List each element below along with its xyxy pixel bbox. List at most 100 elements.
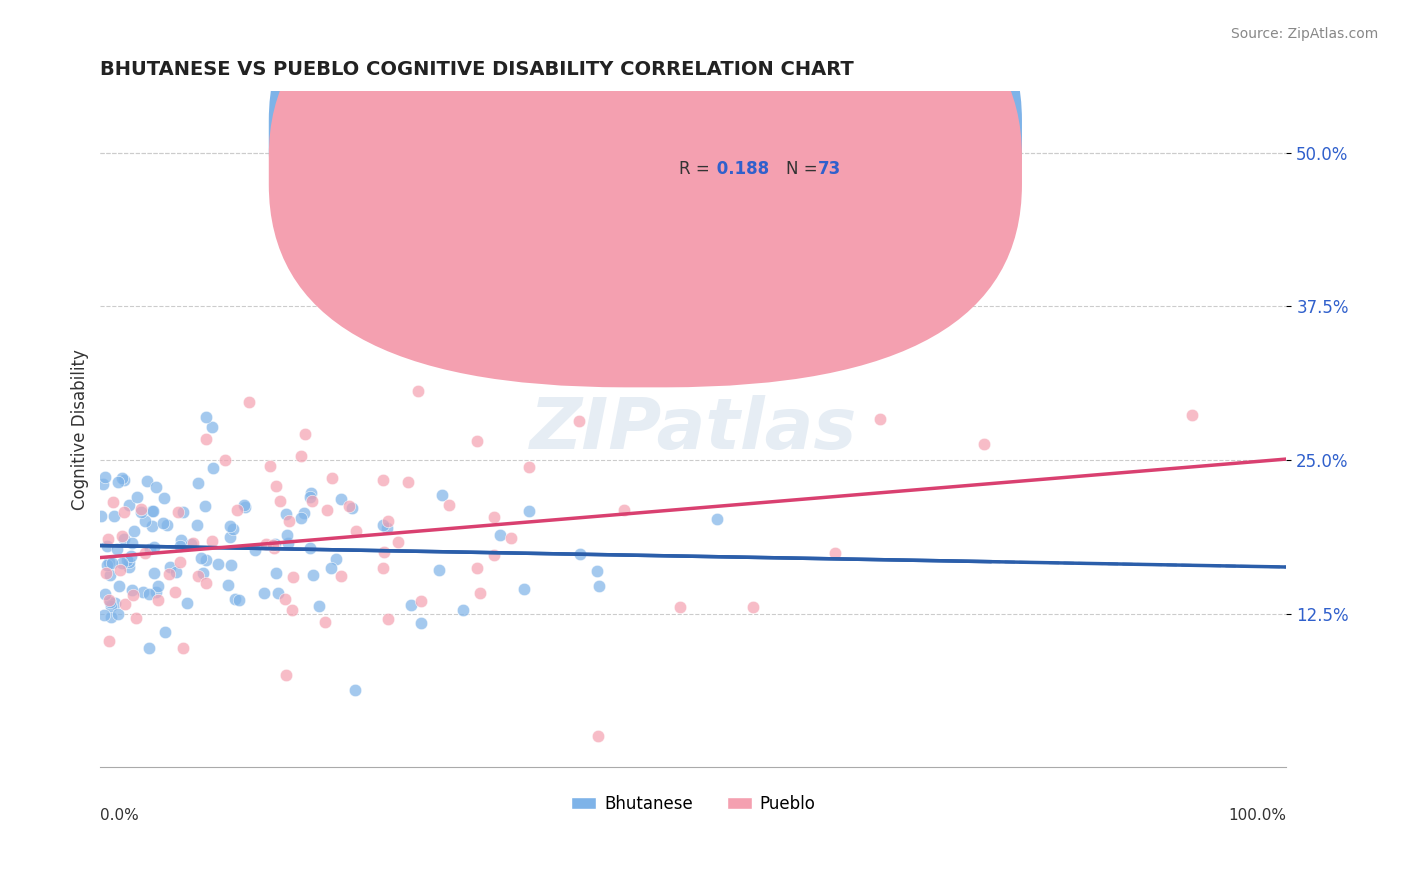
Point <box>315 502 337 516</box>
Point <box>373 545 395 559</box>
Point <box>98 567 121 582</box>
Point <box>118 498 141 512</box>
Point <box>259 458 281 473</box>
Point <box>262 538 284 552</box>
Point <box>145 479 167 493</box>
Text: -0.221: -0.221 <box>711 124 770 142</box>
Point <box>586 565 609 579</box>
Point <box>253 585 276 599</box>
FancyBboxPatch shape <box>269 0 1022 351</box>
Point <box>319 561 342 575</box>
Point <box>517 460 540 475</box>
Point <box>97 532 120 546</box>
Point <box>191 566 214 580</box>
Text: R =: R = <box>679 124 716 142</box>
Point <box>94 586 117 600</box>
Point <box>152 516 174 531</box>
Point <box>465 434 488 448</box>
Point <box>238 394 260 409</box>
Point <box>377 612 399 626</box>
Point <box>406 384 429 398</box>
Point <box>157 566 180 581</box>
Point <box>143 540 166 554</box>
Point <box>214 452 236 467</box>
Point <box>207 557 229 571</box>
Point <box>138 587 160 601</box>
Point <box>156 517 179 532</box>
Point <box>195 552 218 566</box>
Point <box>228 593 250 607</box>
Point <box>118 555 141 569</box>
Point <box>290 449 312 463</box>
Point <box>111 471 134 485</box>
Point <box>186 517 208 532</box>
Text: N =: N = <box>786 160 823 178</box>
Point <box>233 500 256 515</box>
Point <box>484 509 506 524</box>
Point <box>613 503 636 517</box>
Point <box>165 585 187 599</box>
Point <box>187 569 209 583</box>
Point <box>194 499 217 513</box>
Point <box>387 535 409 549</box>
Point <box>222 523 245 537</box>
Point <box>274 668 297 682</box>
Point <box>103 509 125 524</box>
Point <box>201 420 224 434</box>
Point <box>973 437 995 451</box>
Point <box>194 410 217 425</box>
Point <box>301 494 323 508</box>
Point <box>226 503 249 517</box>
Point <box>108 579 131 593</box>
Point <box>167 505 190 519</box>
Y-axis label: Cognitive Disability: Cognitive Disability <box>72 349 89 509</box>
Point <box>114 532 136 546</box>
Point <box>132 584 155 599</box>
Point <box>409 594 432 608</box>
Text: BHUTANESE VS PUEBLO COGNITIVE DISABILITY CORRELATION CHART: BHUTANESE VS PUEBLO COGNITIVE DISABILITY… <box>100 60 853 78</box>
Point <box>187 476 209 491</box>
Point <box>121 589 143 603</box>
Point <box>121 535 143 549</box>
Point <box>569 547 592 561</box>
Point <box>120 549 142 563</box>
Point <box>283 570 305 584</box>
Point <box>299 541 322 556</box>
Text: 111: 111 <box>818 124 852 142</box>
Point <box>294 427 316 442</box>
Point <box>371 473 394 487</box>
Point <box>824 546 846 560</box>
Point <box>276 528 298 542</box>
Point <box>170 533 193 547</box>
Point <box>224 592 246 607</box>
Point <box>329 491 352 506</box>
Point <box>105 541 128 556</box>
Point <box>337 500 360 514</box>
Point <box>107 607 129 622</box>
Point <box>1180 409 1202 423</box>
Point <box>409 615 432 630</box>
Point <box>340 500 363 515</box>
Point <box>219 558 242 573</box>
Point <box>263 541 285 555</box>
Point <box>138 542 160 557</box>
Point <box>129 501 152 516</box>
Point <box>124 524 146 538</box>
Point <box>107 475 129 489</box>
Point <box>146 593 169 607</box>
Point <box>141 519 163 533</box>
Point <box>219 519 242 533</box>
Point <box>299 491 322 505</box>
Point <box>437 498 460 512</box>
Point <box>290 511 312 525</box>
Point <box>169 539 191 553</box>
Point <box>396 475 419 490</box>
Point <box>482 549 505 563</box>
Point <box>112 505 135 519</box>
Point <box>91 476 114 491</box>
Point <box>111 556 134 570</box>
Point <box>233 499 256 513</box>
Point <box>114 473 136 487</box>
Point <box>100 610 122 624</box>
Point <box>267 586 290 600</box>
